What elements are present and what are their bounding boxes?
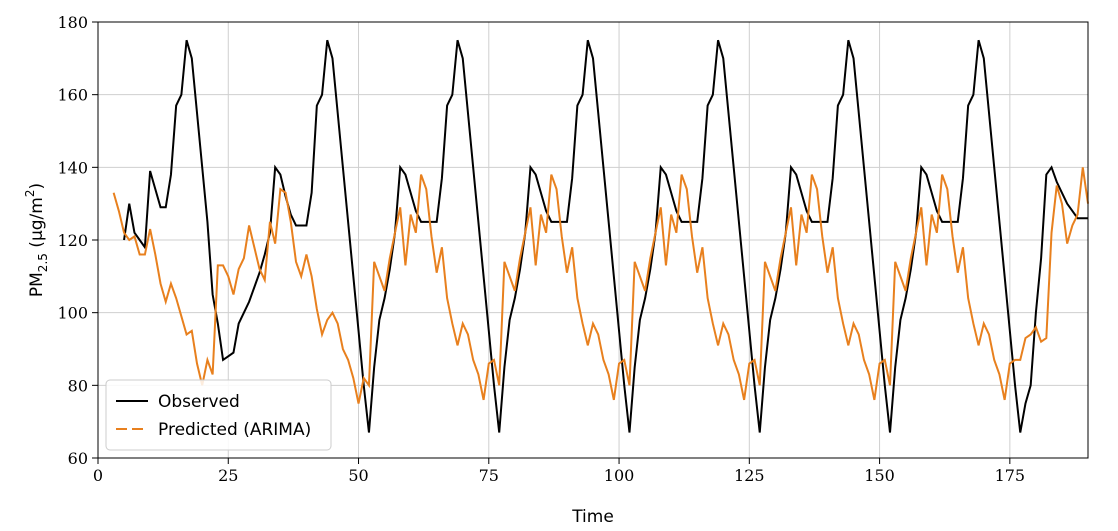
y-tick-label: 60 (68, 449, 88, 468)
x-tick-label: 175 (995, 466, 1026, 485)
x-axis-label: Time (571, 507, 614, 527)
y-tick-label: 100 (57, 304, 88, 323)
x-tick-label: 150 (864, 466, 895, 485)
y-label-part: 2 (23, 190, 37, 198)
legend-label: Predicted (ARIMA) (158, 420, 311, 440)
y-axis-label: PM2.5 (μg/m2) (23, 183, 50, 297)
x-tick-label: 50 (348, 466, 368, 485)
plot-frame (97, 21, 1089, 459)
legend: Observed Predicted (ARIMA) (105, 379, 332, 451)
y-tick-label: 180 (57, 13, 88, 32)
x-tick-label: 75 (479, 466, 499, 485)
legend-box (105, 379, 332, 451)
y-label-part: (μg/m (27, 197, 47, 253)
x-tick-label: 125 (734, 466, 765, 485)
y-label-part: 2.5 (36, 253, 50, 272)
y-tick-label: 120 (57, 231, 88, 250)
legend-label: Observed (158, 392, 240, 412)
series-line (112, 167, 1089, 404)
x-tick-label: 0 (93, 466, 103, 485)
y-tick-label: 160 (57, 86, 88, 105)
y-label-part: PM (27, 272, 47, 297)
y-tick-label: 140 (57, 158, 88, 177)
y-label-part: ) (27, 183, 47, 190)
x-tick-label: 100 (604, 466, 635, 485)
x-tick-label: 25 (218, 466, 238, 485)
y-tick-label: 80 (68, 376, 88, 395)
